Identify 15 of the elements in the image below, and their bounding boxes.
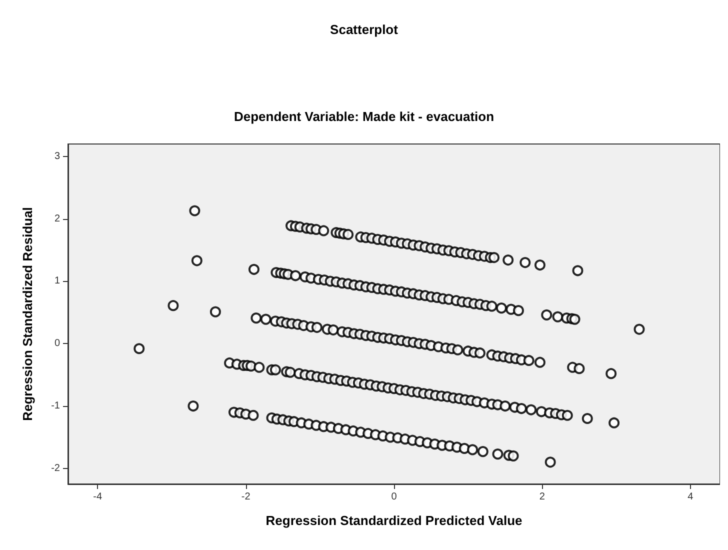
y-axis-title: Regression Standardized Residual: [20, 207, 35, 421]
y-tick-label: -1: [51, 400, 60, 412]
y-tick-label: 0: [54, 338, 60, 350]
y-tick-label: 3: [54, 150, 60, 162]
x-tick-label: -4: [93, 492, 103, 502]
chart-subtitle: Dependent Variable: Made kit - evacuation: [234, 109, 494, 124]
x-tick-label: -2: [241, 492, 251, 502]
chart-title: Scatterplot: [330, 22, 399, 37]
y-tick-label: -2: [51, 462, 60, 474]
x-tick-label: 0: [391, 492, 398, 502]
x-axis-title: Regression Standardized Predicted Value: [266, 513, 522, 528]
y-tick-label: 1: [54, 276, 60, 287]
x-tick-label: 4: [688, 492, 694, 502]
x-tick-label: 2: [539, 492, 546, 502]
y-tick-label: 2: [54, 213, 60, 224]
